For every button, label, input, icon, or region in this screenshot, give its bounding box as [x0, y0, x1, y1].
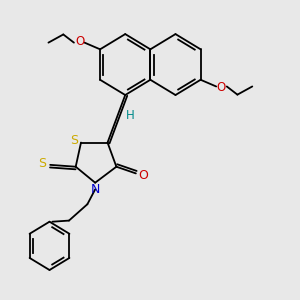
Text: O: O — [216, 81, 225, 94]
Text: O: O — [75, 35, 85, 48]
Text: N: N — [91, 182, 100, 196]
Text: O: O — [139, 169, 148, 182]
Text: S: S — [70, 134, 78, 147]
Text: H: H — [125, 109, 134, 122]
Text: S: S — [38, 157, 46, 170]
